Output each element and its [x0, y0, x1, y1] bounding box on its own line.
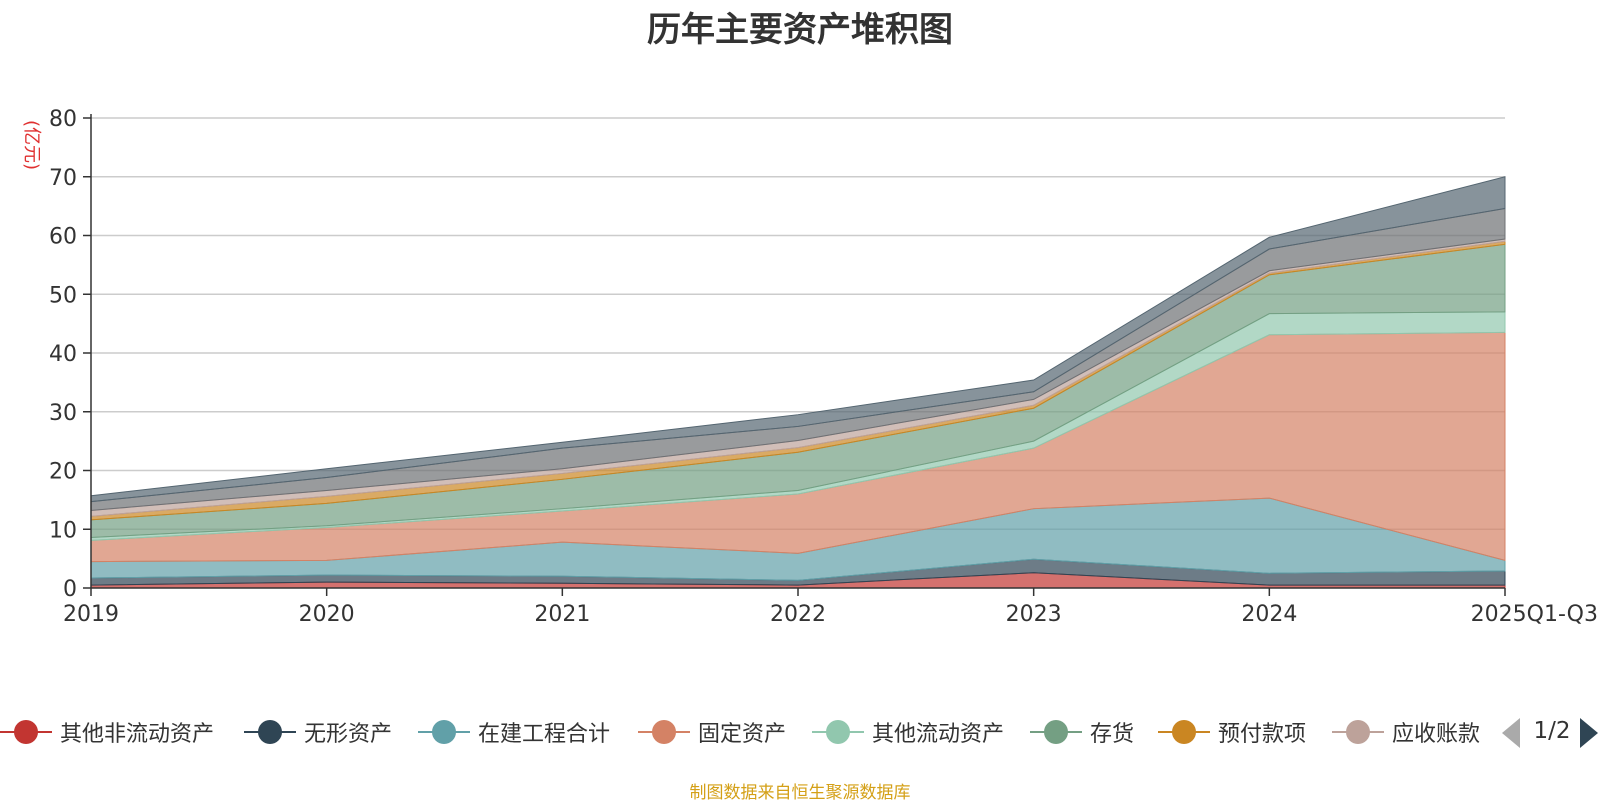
y-tick-label: 10 [49, 518, 77, 543]
y-tick-label: 30 [49, 401, 77, 426]
y-tick-label: 0 [63, 577, 77, 602]
legend-marker-icon [1030, 717, 1082, 747]
y-tick-label: 40 [49, 342, 77, 367]
legend-label: 在建工程合计 [478, 722, 611, 747]
legend: 其他非流动资产 无形资产 在建工程合计 固定资产 其他流动资产 存货 预付款项 应收账款 [0, 708, 1500, 760]
y-tick-label: 80 [49, 107, 77, 132]
legend-label: 无形资产 [304, 722, 393, 747]
legend-prev-page-icon[interactable] [1502, 718, 1520, 748]
legend-marker-icon [638, 717, 690, 747]
legend-page-indicator: 1/2 [1533, 718, 1571, 744]
y-tick-label: 20 [49, 460, 77, 485]
legend-item[interactable]: 应收账款 [1332, 708, 1480, 756]
legend-item[interactable]: 无形资产 [244, 708, 392, 756]
x-tick-label: 2022 [770, 602, 826, 627]
legend-item[interactable]: 在建工程合计 [418, 708, 610, 756]
legend-label: 存货 [1090, 722, 1135, 747]
y-tick-label: 50 [49, 283, 77, 308]
x-tick-label: 2019 [63, 602, 119, 627]
legend-label: 固定资产 [698, 722, 787, 747]
legend-label: 预付款项 [1218, 722, 1307, 747]
legend-pager: 1/2 [1500, 712, 1600, 756]
legend-next-page-icon[interactable] [1580, 718, 1598, 748]
x-tick-label: 2020 [299, 602, 355, 627]
legend-item[interactable]: 固定资产 [638, 708, 786, 756]
x-tick-label: 2023 [1006, 602, 1062, 627]
legend-label: 其他非流动资产 [60, 722, 215, 747]
y-tick-label: 70 [49, 166, 77, 191]
legend-marker-icon [1332, 717, 1384, 747]
x-tick-label: 2024 [1241, 602, 1297, 627]
legend-marker-icon [418, 717, 470, 747]
legend-item[interactable]: 预付款项 [1158, 708, 1306, 756]
x-tick-label: 2025Q1-Q3 [1471, 602, 1598, 627]
legend-label: 应收账款 [1392, 722, 1481, 747]
legend-label: 其他流动资产 [872, 722, 1005, 747]
source-note: 制图数据来自恒生聚源数据库 [689, 783, 911, 803]
axes: 0 10 20 30 40 50 60 70 80 2019 2020 2021 2022 2023 202… [49, 107, 1598, 627]
legend-marker-icon [0, 717, 52, 747]
legend-item[interactable]: 其他流动资产 [812, 708, 1004, 756]
legend-item[interactable]: 存货 [1030, 708, 1134, 756]
legend-item[interactable]: 其他非流动资产 [0, 708, 214, 756]
x-tick-label: 2021 [534, 602, 590, 627]
chart-area: 0 10 20 30 40 50 60 70 80 2019 2020 2021 2022 2023 202… [21, 107, 1598, 627]
legend-marker-icon [1158, 717, 1210, 747]
legend-marker-icon [244, 717, 296, 747]
stacked-areas [90, 176, 1506, 589]
y-axis-unit-label: (亿元) [21, 120, 42, 170]
legend-marker-icon [812, 717, 864, 747]
y-tick-label: 60 [49, 225, 77, 250]
chart-title: 历年主要资产堆积图 [647, 10, 953, 50]
area-series[interactable] [90, 176, 1506, 503]
